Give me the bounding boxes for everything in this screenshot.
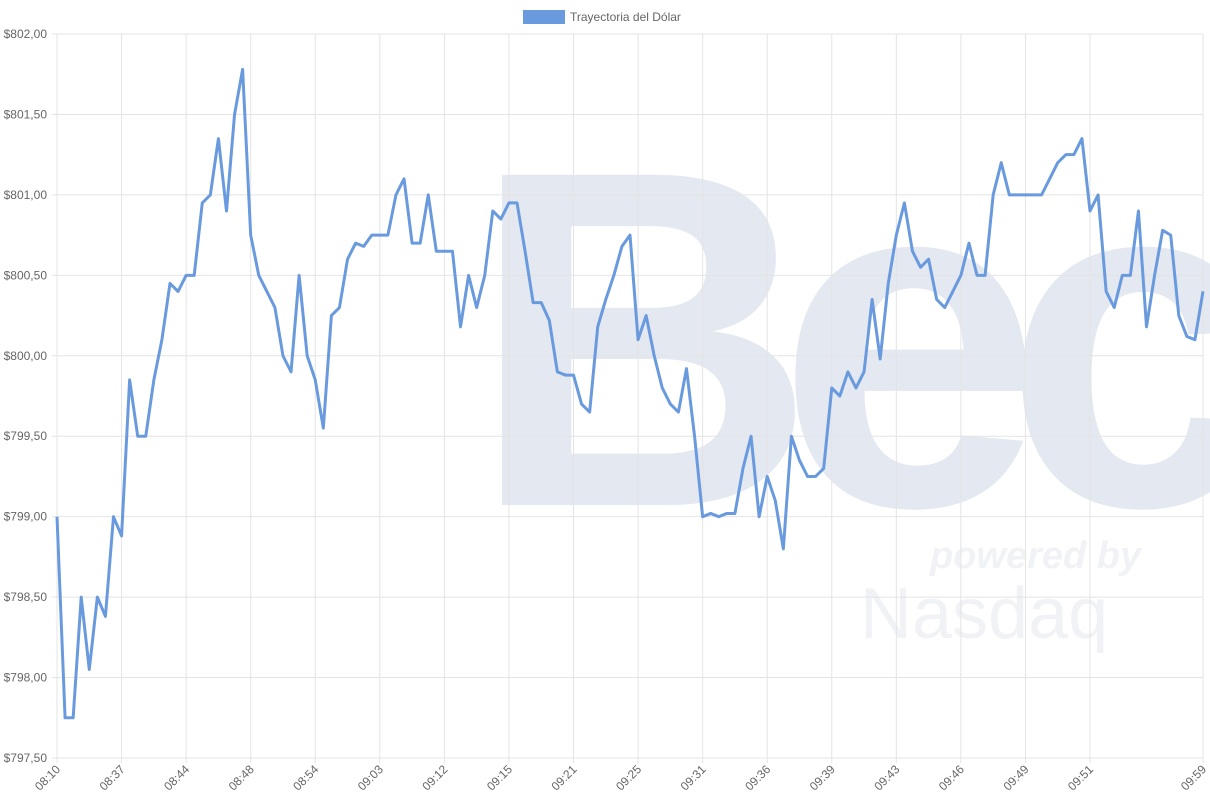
legend-item: Trayectoria del Dólar <box>523 10 681 24</box>
x-tick-label: 08:54 <box>290 762 321 793</box>
x-tick-label: 09:36 <box>742 762 773 793</box>
x-tick-label: 09:46 <box>936 762 967 793</box>
y-tick-label: $799,00 <box>4 510 48 524</box>
watermark-sub: Nasdaq <box>860 574 1108 654</box>
y-tick-label: $801,00 <box>4 188 48 202</box>
x-tick-label: 09:43 <box>871 762 902 793</box>
y-tick-label: $800,00 <box>4 349 48 363</box>
x-tick-label: 09:12 <box>419 762 450 793</box>
x-tick-label: 09:21 <box>548 762 579 793</box>
x-tick-label: 09:03 <box>355 762 386 793</box>
watermark-sub: powered by <box>929 535 1143 577</box>
x-tick-label: 09:15 <box>484 762 515 793</box>
x-tick-label: 08:44 <box>161 762 192 793</box>
y-tick-label: $798,50 <box>4 590 48 604</box>
x-tick-label: 09:59 <box>1178 762 1209 793</box>
y-tick-label: $800,50 <box>4 268 48 282</box>
x-tick-label: 09:49 <box>1000 762 1031 793</box>
x-tick-label: 09:25 <box>613 762 644 793</box>
legend-label: Trayectoria del Dólar <box>570 10 681 24</box>
data-line <box>55 67 1205 720</box>
y-tick-label: $798,00 <box>4 671 48 685</box>
x-tick-label: 09:51 <box>1065 762 1096 793</box>
legend-swatch <box>523 10 565 24</box>
y-tick-label: $802,00 <box>4 27 48 41</box>
x-tick-label: 08:10 <box>32 762 63 793</box>
watermark-logo: Bec <box>470 70 1210 607</box>
y-tick-label: $799,50 <box>4 429 48 443</box>
x-tick-label: 09:39 <box>807 762 838 793</box>
x-tick-label: 08:48 <box>226 762 257 793</box>
x-tick-label: 08:37 <box>97 762 128 793</box>
y-tick-label: $797,50 <box>4 751 48 765</box>
x-tick-label: 09:31 <box>678 762 709 793</box>
y-tick-label: $801,50 <box>4 107 48 121</box>
